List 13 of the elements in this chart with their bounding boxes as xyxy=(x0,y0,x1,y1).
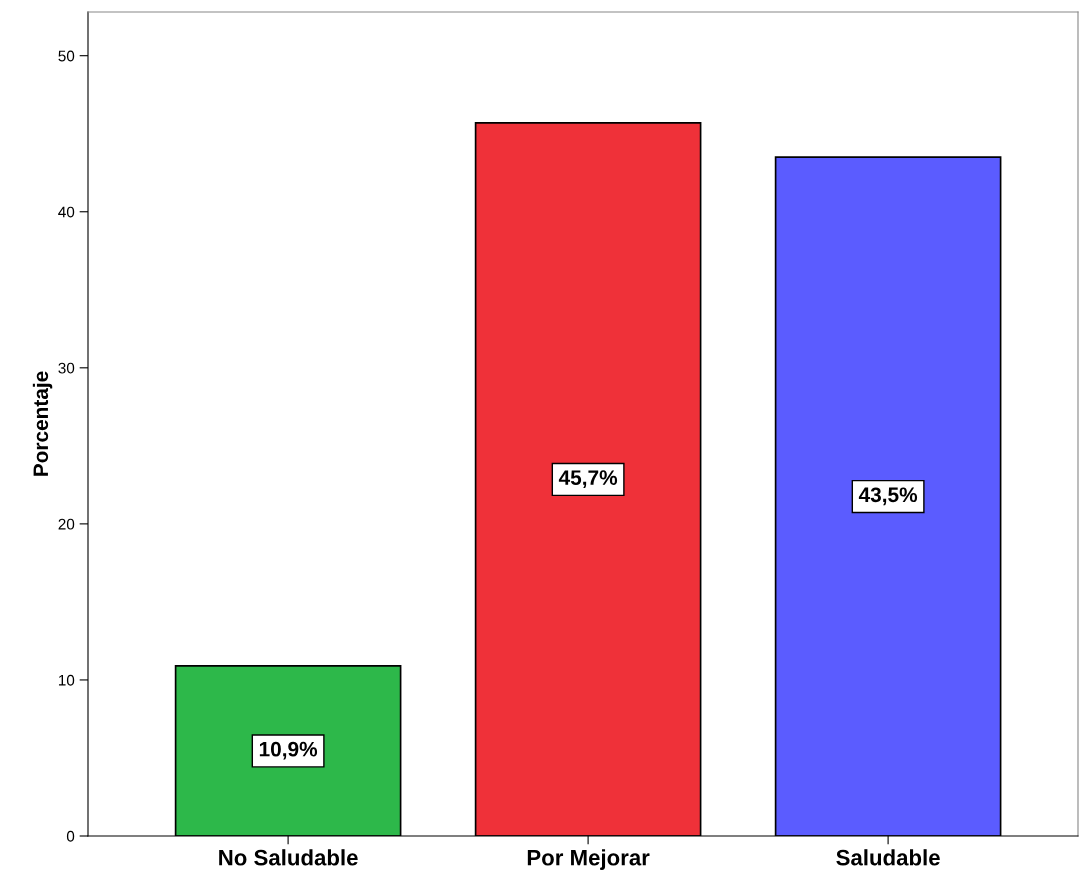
y-tick-label: 40 xyxy=(58,206,75,218)
x-tick-label: Saludable xyxy=(836,849,940,866)
x-tick-label: No Saludable xyxy=(219,849,358,866)
y-tick-label: 10 xyxy=(58,674,75,686)
data-label: 43,5% xyxy=(858,487,918,506)
y-tick-label: 0 xyxy=(66,830,75,842)
x-tick-label: Por Mejorar xyxy=(527,849,650,870)
y-tick-label: 50 xyxy=(58,50,75,62)
y-tick-label: 20 xyxy=(58,518,75,530)
data-label: 10,9% xyxy=(259,741,318,760)
data-label: 45,7% xyxy=(558,470,618,489)
y-tick-label: 30 xyxy=(58,362,75,374)
y-axis-title: Porcentaje xyxy=(32,371,53,476)
